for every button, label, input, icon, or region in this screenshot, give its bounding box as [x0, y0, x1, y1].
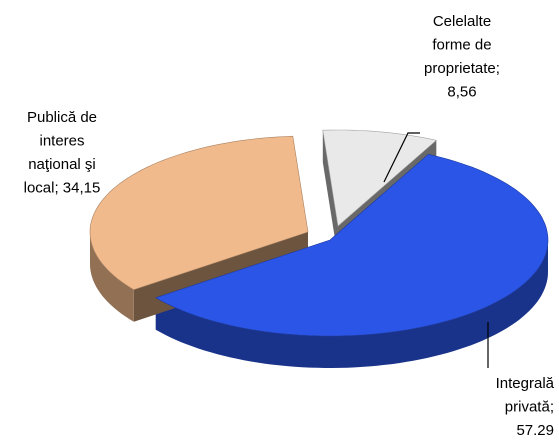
slice-side	[90, 232, 134, 322]
slice-side	[322, 130, 338, 258]
data-label: Integrală privată; 57.29	[496, 375, 555, 439]
data-label: Celelalte forme de proprietate; 8,56	[424, 13, 500, 101]
data-label-line: local; 34,15	[24, 179, 101, 196]
data-label-line: privată;	[505, 398, 554, 415]
slice-side	[155, 240, 549, 368]
data-label-line: proprietate;	[424, 60, 500, 77]
data-label: Publică de interes naţional şi local; 34,15	[24, 109, 101, 197]
data-label-line: 57.29	[516, 422, 554, 439]
data-label-line: Publică de	[27, 109, 97, 126]
slice	[89, 135, 309, 291]
slice	[155, 153, 549, 337]
data-label-line: Integrală	[496, 375, 555, 392]
data-label-line: forme de	[432, 36, 491, 53]
data-label-line: naţional şi	[28, 156, 96, 173]
data-label-line: 8,56	[447, 83, 476, 100]
data-label-line: interes	[39, 132, 84, 149]
data-label-line: Celelalte	[433, 13, 491, 30]
slice	[322, 129, 437, 227]
leader-line	[383, 132, 420, 183]
